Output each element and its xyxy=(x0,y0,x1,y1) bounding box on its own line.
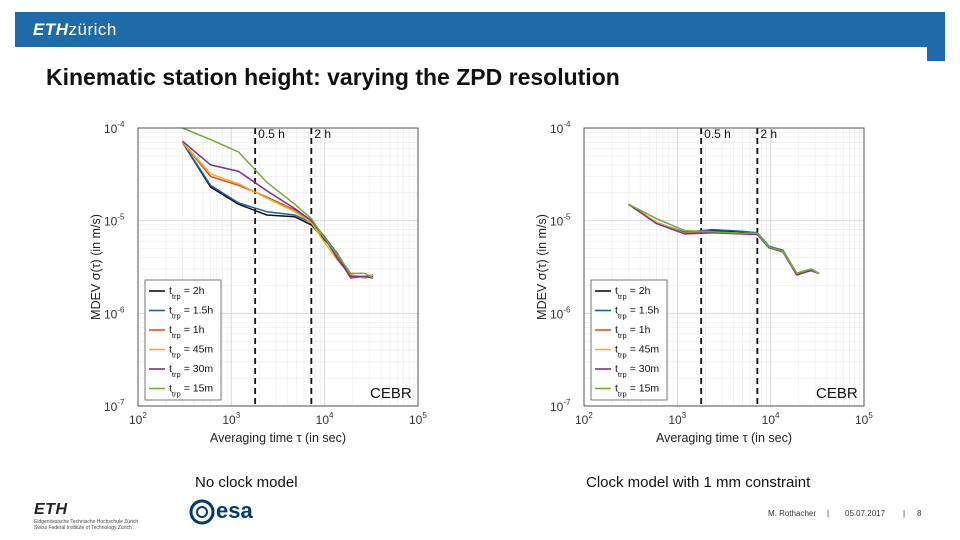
legend-entry-4: ttrp = 30m xyxy=(169,363,213,379)
x-tick-label: 102 xyxy=(575,411,593,427)
footer-separator: | xyxy=(827,509,830,518)
x-tick-label: 104 xyxy=(316,411,334,427)
esa-logo: esa xyxy=(188,498,253,531)
y-tick-label: 10-5 xyxy=(104,213,125,229)
slide-title: Kinematic station height: varying the ZP… xyxy=(46,64,620,90)
footer-page-number: 8 xyxy=(917,509,922,518)
x-tick-label: 105 xyxy=(855,411,873,427)
reference-line-label: 0.5 h xyxy=(258,127,285,141)
mdev-chart-clock-model: 0.5 h 2 h 102 103 104 105 10-4 10-5 10-6 10-7 Aver… xyxy=(535,120,873,445)
legend-entry-1: ttrp = 1.5h xyxy=(169,305,213,321)
legend-entry-5: ttrp = 15m xyxy=(169,383,213,399)
x-tick-label: 103 xyxy=(222,411,240,427)
legend-entry-3: ttrp = 45m xyxy=(169,344,213,360)
legend-entry-3: ttrp = 45m xyxy=(615,344,659,360)
footer-author: M. Rothacher xyxy=(768,509,817,518)
caption-right: Clock model with 1 mm constraint xyxy=(586,474,811,491)
station-label: CEBR xyxy=(816,385,858,402)
series-line-5 xyxy=(628,203,820,275)
legend-entry-0: ttrp = 2h xyxy=(169,285,205,301)
x-tick-label: 104 xyxy=(762,411,780,427)
footer-separator: | xyxy=(903,509,906,518)
x-tick-label: 103 xyxy=(668,411,686,427)
y-tick-label: 10-6 xyxy=(550,305,571,321)
header-banner-notch xyxy=(15,47,927,61)
y-axis-title: MDEV σ(τ) (in m/s) xyxy=(535,214,549,320)
x-axis-title: Averaging time τ (in sec) xyxy=(656,431,792,445)
footer-date: 05.07.2017 xyxy=(845,509,886,518)
legend-entry-5: ttrp = 15m xyxy=(615,383,659,399)
legend-box xyxy=(590,279,668,401)
y-axis-title: MDEV σ(τ) (in m/s) xyxy=(89,214,103,320)
reference-line-label: 0.5 h xyxy=(704,127,731,141)
y-tick-label: 10-6 xyxy=(104,305,125,321)
legend-entry-2: ttrp = 1h xyxy=(615,324,651,340)
x-axis-title: Averaging time τ (in sec) xyxy=(210,431,346,445)
reference-line-label: 2 h xyxy=(314,127,331,141)
y-tick-label: 10-4 xyxy=(550,120,571,136)
eth-zurich-logo: ETHzürich xyxy=(33,20,117,39)
x-tick-label: 105 xyxy=(409,411,427,427)
series-line-4 xyxy=(628,203,820,276)
legend-entry-4: ttrp = 30m xyxy=(615,363,659,379)
legend-entry-1: ttrp = 1.5h xyxy=(615,305,659,321)
legend-entry-0: ttrp = 2h xyxy=(615,285,651,301)
y-tick-label: 10-4 xyxy=(104,120,125,136)
esa-emblem-icon xyxy=(189,499,215,525)
y-tick-label: 10-5 xyxy=(550,213,571,229)
y-tick-label: 10-7 xyxy=(550,398,571,414)
y-tick-label: 10-7 xyxy=(104,398,125,414)
caption-left: No clock model xyxy=(195,474,298,491)
station-label: CEBR xyxy=(370,385,412,402)
axes-frame xyxy=(583,127,865,407)
series-line-5 xyxy=(182,127,374,279)
legend-entry-2: ttrp = 1h xyxy=(169,324,205,340)
reference-line-label: 2 h xyxy=(760,127,777,141)
footer-eth-logo: ETH Eidgenössische Technische Hochschule… xyxy=(34,501,139,531)
x-tick-label: 102 xyxy=(129,411,147,427)
series-line-4 xyxy=(182,140,374,279)
mdev-chart-no-clock-model: 0.5 h 2 h 102 103 104 105 10-4 10-5 10-6 10-7 Aver… xyxy=(89,120,427,445)
axes-frame xyxy=(137,127,419,407)
legend-box xyxy=(144,279,222,401)
